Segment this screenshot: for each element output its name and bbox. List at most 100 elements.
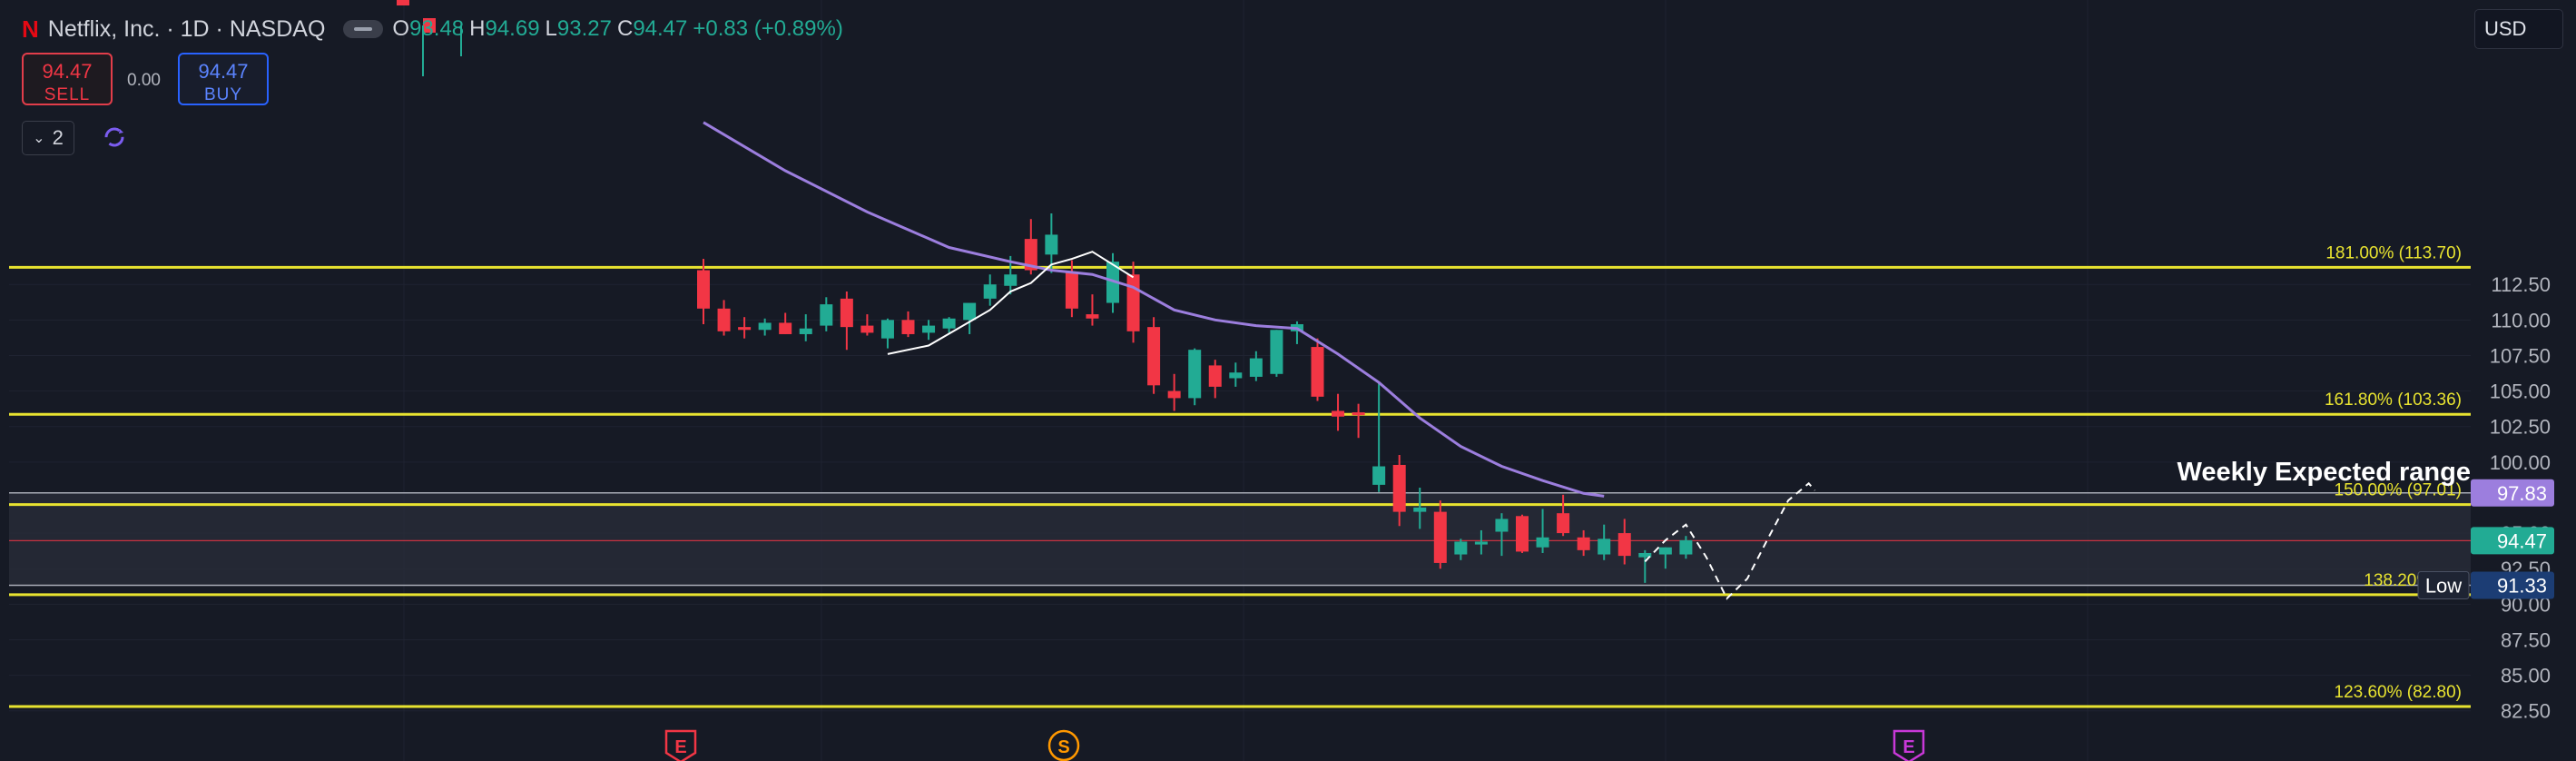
candle-body bbox=[397, 0, 409, 5]
currency-label: USD bbox=[2484, 17, 2527, 40]
candle-body bbox=[1679, 539, 1693, 555]
y-axis-tick-label: 107.50 bbox=[2490, 344, 2551, 367]
candle-body bbox=[860, 325, 874, 333]
candle-body bbox=[1147, 327, 1161, 386]
candle-body bbox=[1332, 410, 1345, 417]
sell-button[interactable]: 94.47 SELL bbox=[22, 53, 113, 105]
candle-body bbox=[697, 270, 710, 309]
currency-selector[interactable]: USD bbox=[2474, 9, 2563, 49]
spread-value: 0.00 bbox=[127, 71, 161, 90]
low-value: 93.27 bbox=[556, 16, 612, 41]
candle-body bbox=[1516, 516, 1529, 552]
y-axis-tick-label: 87.50 bbox=[2501, 628, 2551, 651]
buy-label: BUY bbox=[203, 85, 243, 104]
event-marker-letter: S bbox=[1057, 737, 1069, 757]
candle-body bbox=[758, 322, 772, 331]
change-value: +0.83 (+0.89%) bbox=[693, 16, 843, 41]
price-label-box bbox=[2471, 527, 2554, 555]
open-key: O bbox=[392, 16, 410, 41]
chevron-down-icon: ⌄ bbox=[33, 131, 45, 146]
event-marker-icon bbox=[1047, 729, 1080, 761]
candle-body bbox=[1638, 552, 1652, 558]
candle-body bbox=[1229, 372, 1243, 379]
fib-level-label: 123.60% (82.80) bbox=[2335, 683, 2463, 702]
low-tag-text: Low bbox=[2425, 575, 2462, 598]
candle-body bbox=[1413, 507, 1427, 512]
ohlc-readout: O93.48 H94.69 L93.27 C94.47 +0.83 (+0.89… bbox=[392, 16, 842, 42]
collapse-toggle-icon[interactable] bbox=[343, 20, 384, 38]
fib-level-label: 161.80% (103.36) bbox=[2325, 390, 2462, 410]
event-marker-icon bbox=[664, 729, 697, 761]
candle-body bbox=[901, 320, 915, 334]
sell-price: 94.47 bbox=[42, 60, 93, 83]
price-label-text: 97.83 bbox=[2497, 482, 2547, 505]
price-label-box bbox=[2471, 479, 2554, 507]
annotation-text: Weekly Expected range bbox=[2178, 458, 2471, 487]
candle-body bbox=[1495, 519, 1509, 532]
fib-level-label: 181.00% (113.70) bbox=[2325, 243, 2462, 262]
indicators-toggle[interactable]: ⌄ 2 bbox=[22, 121, 74, 155]
candle-body bbox=[1270, 330, 1283, 374]
candle-body bbox=[1577, 537, 1590, 550]
candle-body bbox=[779, 322, 792, 334]
y-axis-tick-label: 102.50 bbox=[2490, 416, 2551, 439]
candle-body bbox=[880, 320, 894, 339]
close-key: C bbox=[616, 16, 634, 41]
candle-body bbox=[1372, 466, 1386, 485]
sync-icon[interactable] bbox=[102, 124, 127, 150]
candle-body bbox=[1249, 358, 1263, 377]
candle-body bbox=[423, 18, 436, 33]
price-label-text: 91.33 bbox=[2497, 575, 2547, 598]
candle-body bbox=[1454, 541, 1468, 555]
buy-price: 94.47 bbox=[198, 60, 249, 83]
candle-body bbox=[1024, 239, 1037, 271]
expected-range-band bbox=[9, 492, 2471, 586]
sell-label: SELL bbox=[44, 85, 91, 104]
candle-body bbox=[1208, 365, 1222, 387]
candle-body bbox=[1536, 537, 1549, 548]
candle-body bbox=[942, 318, 956, 329]
candle-body bbox=[1311, 347, 1324, 397]
candle-body bbox=[1188, 350, 1202, 399]
y-axis-tick-label: 100.00 bbox=[2490, 451, 2551, 474]
symbol-title[interactable]: Netflix, Inc. · 1D · NASDAQ bbox=[47, 15, 326, 42]
candle-body bbox=[1126, 274, 1140, 331]
indicator-count: 2 bbox=[52, 126, 64, 149]
candle-body bbox=[717, 308, 731, 331]
candle-body bbox=[840, 298, 853, 328]
netflix-logo-icon: N bbox=[22, 15, 39, 43]
candle-body bbox=[1474, 541, 1488, 545]
candle-body bbox=[983, 284, 997, 299]
candle-body bbox=[1617, 533, 1631, 557]
price-label-box bbox=[2471, 571, 2554, 599]
event-marker-icon bbox=[1893, 729, 1925, 761]
candle-body bbox=[1167, 390, 1181, 399]
buy-button[interactable]: 94.47 BUY bbox=[178, 53, 269, 105]
projection-path bbox=[1644, 481, 1816, 600]
high-value: 94.69 bbox=[485, 16, 540, 41]
trend-line bbox=[887, 251, 1135, 355]
y-axis-tick-label: 82.50 bbox=[2501, 700, 2551, 723]
low-tag-box bbox=[2417, 571, 2470, 600]
candle-body bbox=[963, 302, 977, 321]
event-marker-letter: E bbox=[1903, 737, 1914, 757]
chart-header: N Netflix, Inc. · 1D · NASDAQ O93.48 H94… bbox=[22, 11, 843, 47]
candle-body bbox=[1433, 511, 1447, 563]
price-label-text: 94.47 bbox=[2497, 529, 2547, 552]
event-marker-letter: E bbox=[674, 737, 686, 757]
candle-body bbox=[738, 327, 752, 331]
moving-average-line bbox=[703, 121, 1605, 498]
fib-level-label: 150.00% (97.01) bbox=[2335, 481, 2463, 500]
low-key: L bbox=[545, 16, 557, 41]
candle-body bbox=[1086, 314, 1099, 319]
y-axis-tick-label: 110.00 bbox=[2491, 309, 2551, 331]
candle-body bbox=[820, 304, 833, 326]
y-axis-tick-label: 85.00 bbox=[2501, 665, 2551, 687]
close-value: 94.47 bbox=[633, 16, 688, 41]
y-axis-tick-label: 112.50 bbox=[2491, 273, 2551, 296]
candle-body bbox=[1392, 464, 1406, 512]
candle-body bbox=[1065, 272, 1078, 309]
candle-body bbox=[799, 328, 812, 334]
